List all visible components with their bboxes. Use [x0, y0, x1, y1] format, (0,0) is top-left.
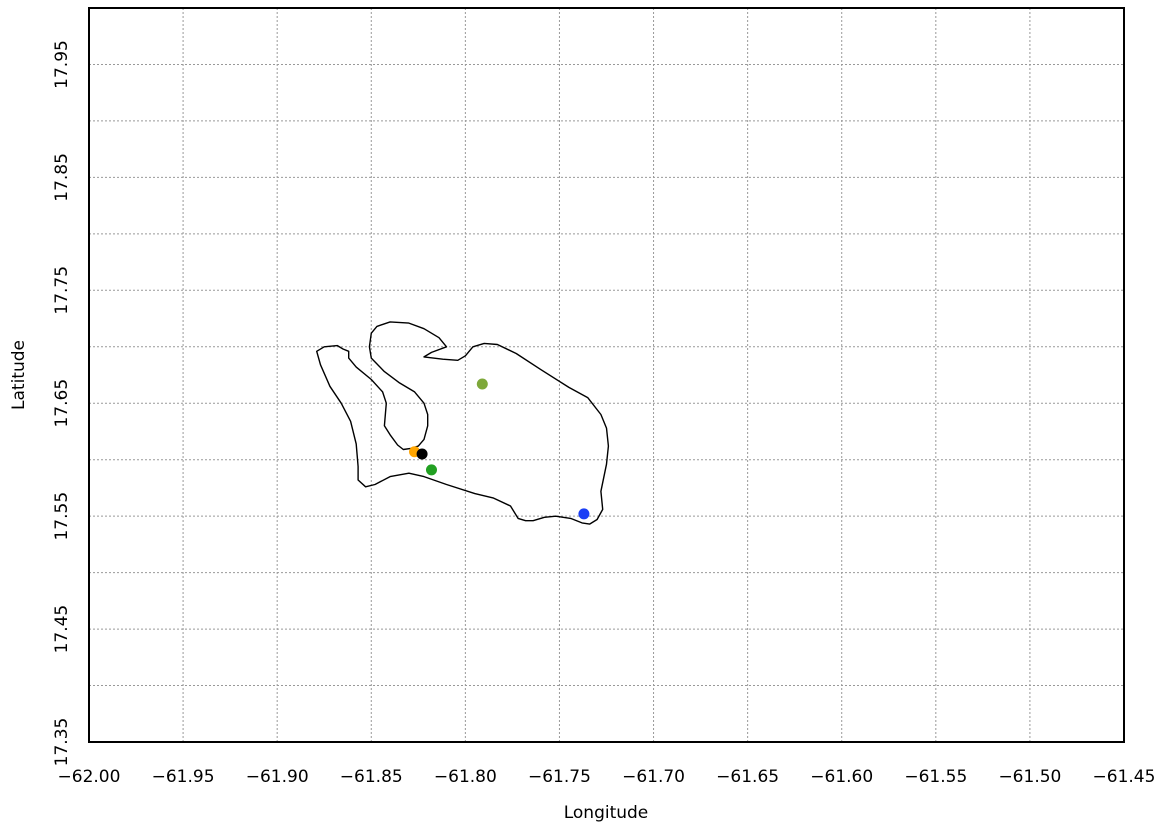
y-tick-label: 17.75: [52, 266, 72, 315]
coastline-layer: [316, 321, 610, 525]
x-tick-label: −62.00: [58, 767, 121, 787]
x-tick-label: −61.85: [340, 767, 403, 787]
x-tick-labels: −62.00 −61.95 −61.90 −61.85 −61.80 −61.75 −61.…: [58, 767, 1156, 787]
data-point: [425, 464, 437, 476]
y-tick-label: 17.45: [52, 605, 72, 654]
x-tick-label: −61.45: [1093, 767, 1156, 787]
y-tick-label: 17.95: [52, 40, 72, 89]
x-tick-label: −61.90: [246, 767, 309, 787]
plot-frame: [88, 7, 1125, 743]
y-tick-label: 17.85: [52, 153, 72, 202]
x-tick-label: −61.55: [904, 767, 967, 787]
island-coastline: [316, 321, 610, 525]
data-point: [416, 448, 428, 460]
x-axis-label: Longitude: [564, 803, 649, 823]
data-point: [578, 508, 590, 520]
x-tick-label: −61.65: [716, 767, 779, 787]
y-tick-label: 17.65: [52, 379, 72, 428]
y-tick-labels: 17.35 17.45 17.55 17.65 17.75 17.85 17.95: [52, 40, 72, 766]
y-tick-label: 17.35: [52, 718, 72, 767]
y-tick-label: 17.55: [52, 492, 72, 541]
data-point: [476, 378, 488, 390]
x-tick-label: −61.50: [998, 767, 1061, 787]
x-tick-label: −61.80: [434, 767, 497, 787]
x-tick-label: −61.60: [810, 767, 873, 787]
x-tick-label: −61.75: [528, 767, 591, 787]
y-axis-label: Latitude: [9, 340, 29, 410]
x-tick-label: −61.70: [622, 767, 685, 787]
points-layer: [409, 378, 590, 520]
x-tick-label: −61.95: [152, 767, 215, 787]
